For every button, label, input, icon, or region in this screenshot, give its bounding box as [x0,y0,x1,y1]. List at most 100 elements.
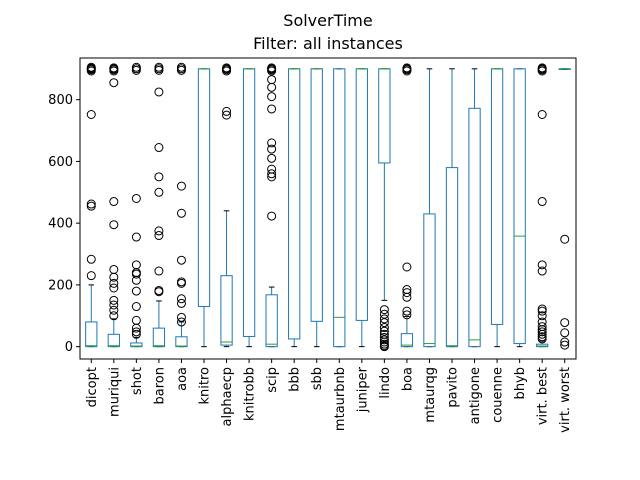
outlier-point [86,109,96,119]
outlier-point [109,295,119,305]
outlier-point [402,288,412,298]
box-bhyb [513,68,526,348]
outlier-point [131,302,141,312]
box-baron [152,62,166,348]
outlier-point [537,304,547,314]
outlier-point [537,266,547,276]
box-muriqui [107,63,120,348]
outlier-point [86,254,96,264]
box-bbb [288,68,301,348]
outlier-point [109,264,119,274]
outlier-point [131,232,141,242]
box-iqr [468,107,481,348]
outlier-point [109,311,119,321]
box-iqr [175,336,188,348]
box-iqr [333,68,346,348]
outlier-point [176,312,186,322]
y-tick-label: 600 [48,155,73,170]
box-juniper [355,68,368,348]
box-aoa [175,62,188,348]
y-tick-label: 800 [48,93,73,108]
box-iqr [445,167,459,348]
box-iqr [400,333,414,348]
outlier-point [109,300,119,310]
outlier-point [222,63,232,73]
box-iqr [513,68,526,345]
box-iqr [130,342,143,348]
x-tick-label: virt. worst [558,367,573,433]
outlier-point [86,62,96,72]
box-iqr [265,294,278,348]
box-sbb [310,68,323,348]
box-lindo [378,68,391,352]
box-shot [130,62,143,348]
outlier-point [560,318,570,328]
outlier-point [86,271,96,281]
box-mtaurbnb [333,68,346,348]
outlier-point [537,63,547,73]
outlier-point [176,317,186,327]
outlier-point [109,305,119,315]
x-tick-label: virt. best [536,367,551,425]
outlier-point [537,197,547,207]
outlier-point [402,285,412,295]
outlier-point [131,193,141,203]
box-mtaurqg [423,68,436,348]
box-antigone [468,68,481,348]
outlier-point [109,197,119,207]
x-tick-label: scip [265,367,280,393]
box-knitrobb [242,68,256,348]
outlier-point [131,62,141,72]
outlier-point [537,317,547,327]
outlier-point [109,63,119,73]
x-tick-label: sbb [310,367,325,390]
outlier-point [379,326,389,336]
x-tick-label: shot [130,367,145,395]
outlier-point [154,62,164,72]
box-iqr [423,213,436,348]
x-tick-label: lindo [378,367,393,399]
x-tick-label: dicopt [85,367,100,407]
outlier-point [176,255,186,265]
outlier-point [379,314,389,324]
outlier-point [560,234,570,244]
outlier-point [560,340,570,350]
outlier-point [131,327,141,337]
outlier-point [537,332,547,342]
outlier-point [537,109,547,119]
x-tick-label: mtaurbnb [333,367,348,431]
outlier-point [109,283,119,293]
outlier-point [131,260,141,270]
outlier-point [379,335,389,345]
outlier-point [267,104,277,114]
outlier-point [379,329,389,339]
chart-subtitle: Filter: all instances [253,34,403,53]
x-tick-label: pavito [446,367,461,408]
outlier-point [402,63,412,73]
box-iqr [220,275,233,346]
outlier-point [131,329,141,339]
outlier-point [537,327,547,337]
x-tick-label: boa [400,367,415,391]
y-tick-label: 400 [48,217,73,232]
box-iqr [85,321,98,348]
x-tick-label: alphaecp [220,367,235,426]
box-iqr [152,327,166,348]
outlier-point [267,153,277,163]
outlier-point [402,262,412,272]
outlier-point [154,143,164,153]
box-boa [400,63,414,348]
box-knitro [197,68,211,348]
box-scip [265,63,278,348]
outlier-point [176,181,186,191]
x-tick-label: mtaurqg [423,367,438,423]
outlier-point [176,208,186,218]
outlier-point [402,310,412,320]
box-iqr [107,333,120,348]
outlier-point [86,201,96,211]
outlier-point [267,92,277,102]
x-tick-label: baron [152,367,167,404]
outlier-point [267,169,277,179]
outlier-point [131,286,141,296]
